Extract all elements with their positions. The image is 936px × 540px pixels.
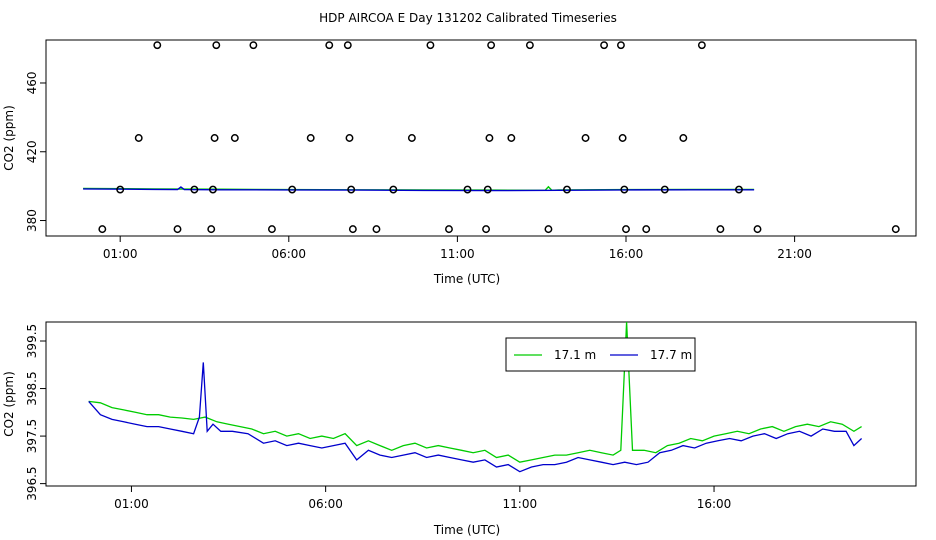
- x-tick-label: 11:00: [440, 247, 475, 261]
- x-tick-label: 21:00: [777, 247, 812, 261]
- calibration-point: [208, 185, 217, 194]
- calibration-point: [600, 41, 609, 50]
- calibration-point: [620, 185, 629, 194]
- calibration-point: [288, 185, 297, 194]
- calibration-point: [348, 225, 357, 234]
- calibration-point: [98, 225, 107, 234]
- series-line-2: [83, 186, 755, 192]
- figure-title: HDP AIRCOA E Day 131202 Calibrated Times…: [319, 11, 617, 25]
- calibration-point: [487, 41, 496, 50]
- x-axis-label: Time (UTC): [433, 523, 500, 537]
- calibration-point: [212, 41, 221, 50]
- calibration-point: [210, 134, 219, 142]
- x-tick-label: 06:00: [308, 497, 343, 511]
- calibration-point: [407, 134, 416, 142]
- calibration-point: [372, 225, 381, 234]
- x-tick-label: 01:00: [103, 247, 138, 261]
- calibration-point: [207, 225, 216, 234]
- calibration-point: [544, 225, 553, 234]
- y-tick-label: 380: [25, 209, 39, 232]
- calibration-point: [116, 185, 125, 194]
- calibration-point: [483, 185, 492, 194]
- calibration-point: [618, 134, 627, 142]
- calibration-point: [679, 134, 688, 142]
- calibration-point: [267, 225, 276, 234]
- y-tick-label: 420: [25, 140, 39, 163]
- calibration-point: [306, 134, 315, 142]
- y-tick-label: 398.5: [25, 371, 39, 405]
- calibration-point: [426, 41, 435, 50]
- calibration-point: [325, 41, 334, 50]
- calibration-point: [482, 225, 491, 234]
- series-line-2: [88, 362, 863, 473]
- legend-label-1: 17.1 m: [554, 348, 596, 362]
- legend-label-2: 17.7 m: [650, 348, 692, 362]
- calibration-point: [230, 134, 239, 142]
- x-tick-label: 16:00: [697, 497, 732, 511]
- y-axis-label: CO2 (ppm): [2, 371, 16, 437]
- y-tick-label: 399.5: [25, 324, 39, 358]
- y-axis-label: CO2 (ppm): [2, 105, 16, 171]
- y-tick-label: 460: [25, 72, 39, 95]
- calibration-point: [660, 185, 669, 194]
- x-tick-label: 11:00: [503, 497, 538, 511]
- calibration-point: [735, 185, 743, 194]
- calibration-point: [891, 225, 900, 234]
- calibration-point: [347, 185, 356, 194]
- plot-frame: [45, 321, 917, 487]
- calibration-point: [249, 41, 258, 50]
- calibration-point: [622, 225, 630, 234]
- calibration-point: [716, 225, 725, 234]
- calibration-point: [525, 41, 534, 50]
- top-panel: 01:00 06:00 11:00 16:00 21:00 380 420 460 Time (…: [2, 39, 917, 286]
- series-line-1: [88, 321, 862, 463]
- calibration-point: [153, 41, 162, 50]
- y-tick-label: 396.5: [25, 466, 39, 500]
- calibration-point: [753, 225, 762, 234]
- calibration-point: [485, 134, 494, 142]
- calibration-point: [343, 41, 352, 50]
- calibration-point: [642, 225, 651, 234]
- x-axis-label: Time (UTC): [433, 272, 500, 286]
- y-tick-label: 397.5: [25, 419, 39, 453]
- plot-frame: [45, 39, 917, 237]
- x-tick-label: 06:00: [271, 247, 306, 261]
- calibration-point: [463, 185, 472, 194]
- x-tick-label: 01:00: [114, 497, 149, 511]
- calibration-point: [134, 134, 143, 142]
- legend: 17.1 m 17.7 m: [505, 337, 696, 372]
- calibration-point: [507, 134, 516, 142]
- calibration-point: [581, 134, 590, 142]
- bottom-panel: 01:00 06:00 11:00 16:00 396.5 397.5 398.5 399.5…: [2, 321, 917, 537]
- calibration-point: [190, 185, 199, 194]
- calibration-point: [389, 185, 398, 194]
- calibration-point: [563, 185, 571, 194]
- calibration-point: [345, 134, 354, 142]
- calibration-point: [697, 41, 706, 50]
- x-tick-label: 16:00: [609, 247, 644, 261]
- calibration-point: [616, 41, 625, 50]
- calibration-point: [445, 225, 453, 234]
- calibration-point: [173, 225, 182, 234]
